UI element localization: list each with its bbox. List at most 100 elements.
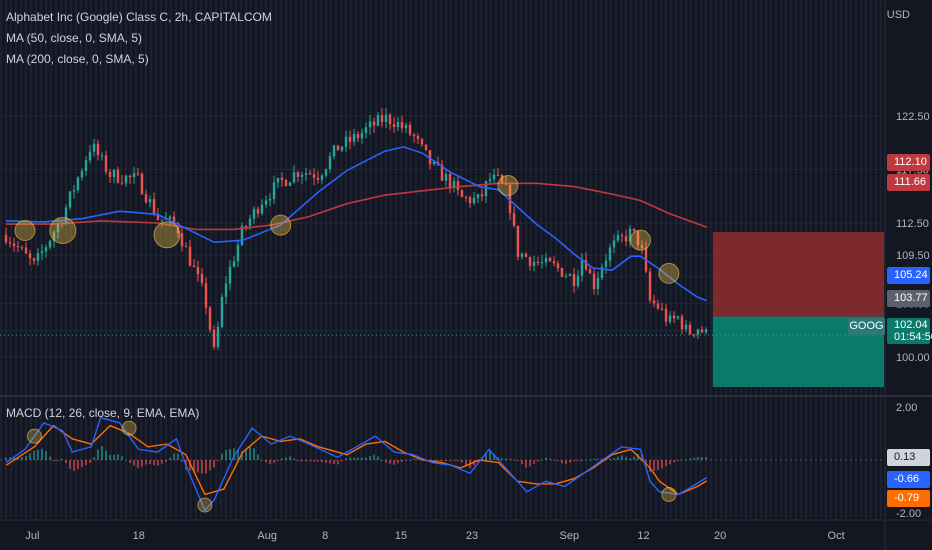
candle-body — [460, 190, 464, 198]
macd-hist-bar — [373, 454, 375, 460]
macd-hist-bar — [5, 457, 7, 460]
time-tick-label: Sep — [560, 530, 580, 542]
macd-hist-bar — [309, 460, 311, 462]
macd-hist-bar — [377, 456, 379, 460]
candle-body — [520, 253, 524, 257]
cross-marker — [153, 221, 181, 249]
macd-hist-bar — [17, 457, 19, 460]
candle-body — [592, 273, 596, 290]
candle-body — [360, 132, 364, 139]
candle-body — [704, 329, 708, 333]
macd-hist-bar — [269, 460, 271, 465]
macd-hist-bar — [645, 460, 647, 464]
candle-body — [604, 260, 608, 267]
macd-hist-bar — [493, 453, 495, 460]
candle-body — [264, 200, 268, 205]
macd-hist-bar — [701, 457, 703, 460]
macd-hist-bar — [661, 460, 663, 469]
cross-marker — [270, 214, 292, 236]
candle-body — [516, 225, 520, 257]
ma50-legend[interactable]: MA (50, close, 0, SMA, 5) — [6, 31, 143, 45]
grid-column — [455, 0, 457, 518]
grid-column — [385, 0, 387, 518]
macd-hist-bar — [549, 458, 551, 460]
grid-column — [660, 0, 662, 518]
ma200-legend[interactable]: MA (200, close, 0, SMA, 5) — [6, 52, 149, 66]
macd-hist-bar — [241, 451, 243, 460]
candle-body — [128, 175, 132, 178]
candle-body — [464, 197, 468, 199]
macd-legend[interactable]: MACD (12, 26, close, 9, EMA, EMA) — [6, 406, 200, 420]
grid-column — [350, 0, 352, 518]
candle-body — [552, 261, 556, 264]
candle-body — [620, 235, 624, 237]
candle-body — [148, 199, 152, 203]
candle-body — [228, 266, 232, 284]
macd-cross-marker — [121, 420, 137, 436]
macd-hist-bar — [613, 458, 615, 460]
grid-column — [220, 0, 222, 518]
grid-column — [105, 0, 107, 518]
macd-hist-bar — [105, 450, 107, 460]
macd-hist-bar — [369, 456, 371, 460]
candle-body — [88, 151, 92, 161]
candle-body — [296, 172, 300, 177]
macd-hist-bar — [537, 460, 539, 462]
macd-hist-bar — [665, 460, 667, 467]
macd-hist-bar — [333, 460, 335, 465]
candle-body — [536, 261, 540, 263]
candle-body — [672, 315, 676, 319]
price-tick-label: 112.50 — [896, 218, 929, 230]
macd-hist-bar — [597, 458, 599, 460]
grid-column — [45, 0, 47, 518]
macd-signal-line — [5, 424, 708, 496]
candle-body — [408, 124, 412, 135]
candle-body — [240, 226, 244, 245]
macd-tick-label: 2.00 — [896, 402, 917, 414]
macd-hist-bar — [517, 460, 519, 461]
candle-body — [480, 194, 484, 197]
macd-hist-bar — [229, 448, 231, 460]
grid-column — [435, 0, 437, 518]
macd-hist-bar — [49, 456, 51, 460]
macd-hist-bar — [633, 456, 635, 460]
candle-body — [484, 181, 488, 197]
grid-column — [145, 0, 147, 518]
macd-hist-bar — [673, 460, 675, 463]
grid-column — [195, 0, 197, 518]
macd-hist-bar — [593, 458, 595, 460]
macd-hist-bar — [545, 457, 547, 460]
candle-body — [368, 121, 372, 128]
grid-column — [280, 0, 282, 518]
candle-body — [12, 243, 16, 247]
time-tick-label: Aug — [257, 530, 277, 542]
grid-column — [420, 0, 422, 518]
candle-body — [168, 216, 172, 219]
macd-hist-bar — [521, 460, 523, 465]
candle-body — [204, 283, 208, 308]
candle-body — [180, 233, 184, 247]
macd-hist-bar — [693, 457, 695, 460]
grid-column — [155, 0, 157, 518]
grid-column — [160, 0, 162, 518]
grid-column — [260, 0, 262, 518]
macd-hist-bar — [361, 457, 363, 460]
candle-body — [304, 173, 308, 175]
candle-body — [8, 242, 12, 244]
grid-column — [500, 0, 502, 518]
macd-hist-bar — [617, 456, 619, 460]
macd-hist-bar — [257, 454, 259, 460]
grid-column — [635, 0, 637, 518]
macd-hist-bar — [413, 458, 415, 460]
candle-body — [664, 308, 668, 322]
price-tick-label: 100.00 — [896, 352, 930, 364]
grid-column — [245, 0, 247, 518]
candle-body — [468, 197, 472, 204]
grid-column — [130, 0, 132, 518]
macd-hist-bar — [485, 453, 487, 460]
grid-column — [40, 0, 42, 518]
grid-column — [85, 0, 87, 518]
grid-column — [265, 0, 267, 518]
grid-column — [440, 0, 442, 518]
